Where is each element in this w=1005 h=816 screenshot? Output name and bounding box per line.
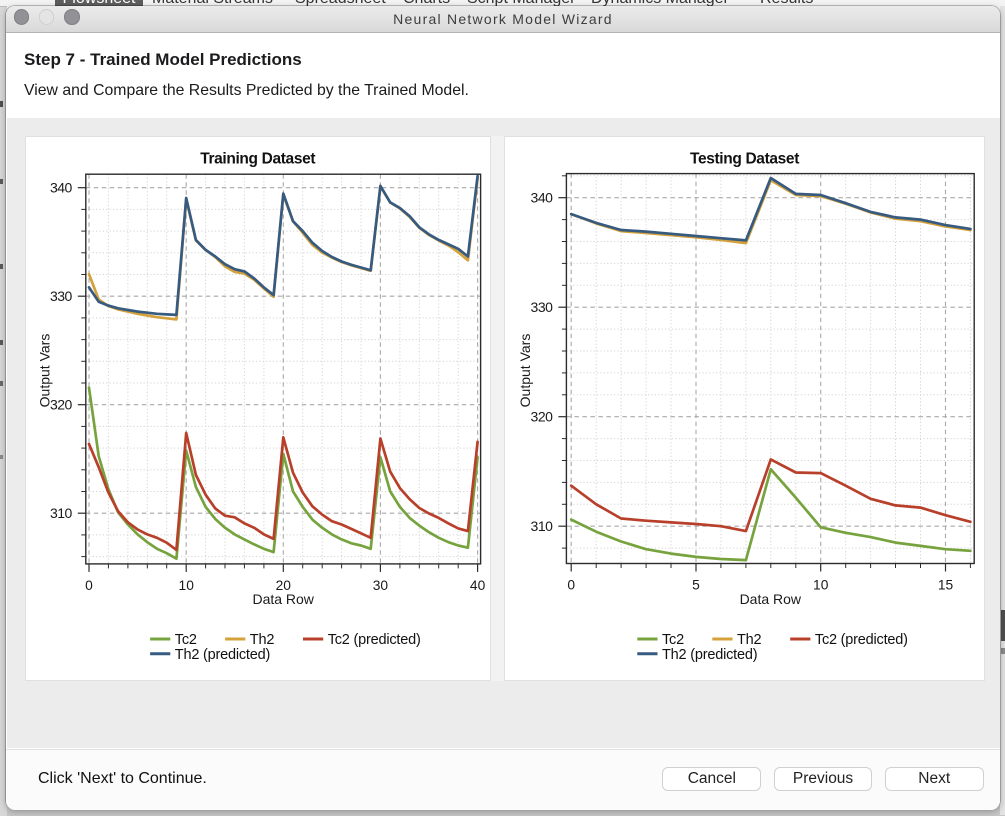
- svg-text:Th2: Th2: [737, 632, 762, 648]
- svg-text:30: 30: [373, 578, 389, 593]
- svg-text:310: 310: [531, 518, 554, 534]
- svg-text:340: 340: [531, 190, 554, 206]
- svg-text:10: 10: [179, 578, 195, 593]
- svg-text:Tc2 (predicted): Tc2 (predicted): [328, 632, 421, 648]
- svg-text:Data Row: Data Row: [740, 591, 802, 607]
- svg-text:Th2: Th2: [250, 632, 275, 648]
- svg-text:Output Vars: Output Vars: [517, 334, 533, 408]
- svg-text:330: 330: [531, 299, 554, 315]
- svg-text:Output Vars: Output Vars: [37, 334, 53, 408]
- svg-text:Th2 (predicted): Th2 (predicted): [175, 647, 270, 663]
- svg-text:310: 310: [50, 505, 73, 521]
- svg-text:0: 0: [85, 578, 93, 593]
- svg-text:0: 0: [567, 578, 575, 593]
- svg-text:5: 5: [692, 578, 700, 593]
- svg-text:10: 10: [813, 578, 829, 593]
- svg-text:20: 20: [276, 578, 292, 593]
- svg-text:Th2 (predicted): Th2 (predicted): [662, 647, 757, 663]
- svg-text:Data Row: Data Row: [252, 591, 314, 607]
- svg-text:Testing Dataset: Testing Dataset: [690, 151, 799, 168]
- svg-text:Tc2: Tc2: [662, 632, 684, 648]
- svg-text:Tc2 (predicted): Tc2 (predicted): [815, 632, 908, 648]
- svg-text:Tc2: Tc2: [175, 632, 197, 648]
- svg-text:Training Dataset: Training Dataset: [200, 151, 315, 168]
- svg-text:340: 340: [50, 180, 73, 196]
- svg-text:330: 330: [50, 288, 73, 304]
- svg-text:320: 320: [50, 397, 73, 413]
- svg-text:320: 320: [531, 409, 554, 425]
- svg-text:15: 15: [938, 578, 954, 593]
- svg-text:40: 40: [470, 578, 486, 593]
